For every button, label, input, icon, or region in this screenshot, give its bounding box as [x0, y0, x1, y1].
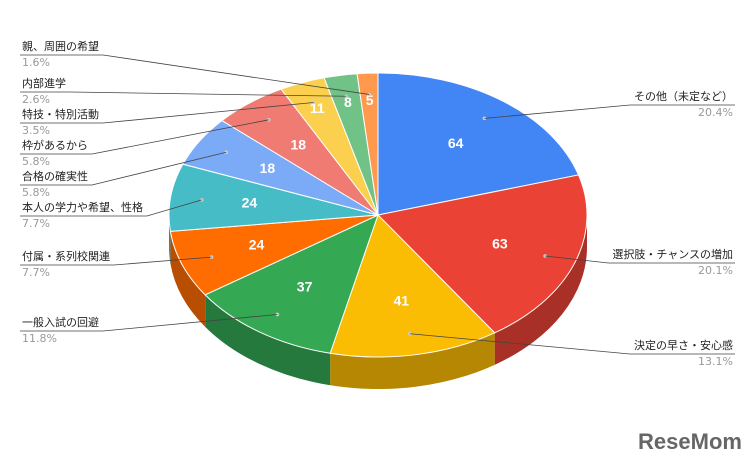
percent-label: 20.4%: [698, 106, 733, 119]
leader-dot: [367, 92, 371, 97]
category-label: 内部進学: [22, 76, 66, 90]
percent-label: 3.5%: [22, 124, 50, 137]
labels: その他（未定など） 20.4% 選択肢・チャンスの増加 20.1% 決定の早さ・安心感 1…: [20, 39, 735, 368]
leader-line: [20, 119, 269, 155]
leader-line: [409, 333, 735, 355]
pie-slice: [169, 214, 379, 296]
leader-dot: [311, 100, 316, 105]
percent-label: 13.1%: [698, 355, 733, 368]
pie-side: [494, 215, 587, 365]
leader-line: [20, 102, 314, 124]
category-label: 枠があるから: [22, 138, 88, 152]
value-label: 24: [249, 236, 265, 252]
percent-label: 7.7%: [22, 217, 50, 230]
pie-slice: [377, 72, 580, 216]
percent-label: 5.8%: [22, 155, 50, 168]
leader-line: [545, 255, 735, 264]
pie-side: [170, 231, 206, 327]
category-label: 本人の学力や希望、性格: [22, 200, 143, 214]
pie-slice: [376, 174, 588, 334]
value-label: 24: [242, 195, 258, 211]
percent-label: 11.8%: [22, 332, 57, 345]
pie-slice: [168, 163, 379, 232]
leader-dot: [275, 312, 280, 317]
category-label: 親、周囲の希望: [22, 39, 99, 53]
category-label: 付属・系列校関連: [22, 249, 110, 263]
pie-side: [330, 332, 495, 390]
value-label: 63: [492, 236, 508, 252]
value-label: 64: [448, 135, 464, 151]
value-label: 8: [344, 94, 352, 110]
leader-line: [20, 314, 278, 332]
pie-slice: [204, 214, 379, 354]
percent-label: 5.8%: [22, 186, 50, 199]
category-label: 合格の確実性: [22, 169, 88, 183]
value-label: 37: [297, 278, 313, 294]
leader-line: [20, 256, 212, 266]
category-label: 一般入試の回避: [22, 315, 99, 329]
pie-side: [205, 294, 331, 386]
percent-label: 1.6%: [22, 56, 50, 69]
leader-line: [484, 104, 735, 119]
leader-dot: [344, 94, 348, 99]
percent-label: 2.6%: [22, 93, 50, 106]
category-label: 決定の早さ・安心感: [634, 338, 733, 352]
value-label: 41: [393, 292, 409, 308]
pie-slice: [329, 214, 496, 358]
leader-line: [20, 54, 370, 95]
leader-line: [20, 151, 227, 186]
category-label: 選択肢・チャンスの増加: [612, 247, 733, 261]
value-label: 5: [366, 92, 374, 108]
leader-line: [20, 199, 202, 217]
value-label: 18: [260, 160, 276, 176]
value-label: 18: [291, 136, 307, 152]
leader-line: [20, 91, 347, 97]
category-label: その他（未定など）: [634, 89, 733, 103]
percent-label: 7.7%: [22, 266, 50, 279]
percent-label: 20.1%: [698, 264, 733, 277]
logo: ReseMom: [638, 429, 742, 454]
category-label: 特技・特別活動: [22, 107, 99, 121]
pie-slice: [356, 72, 379, 216]
